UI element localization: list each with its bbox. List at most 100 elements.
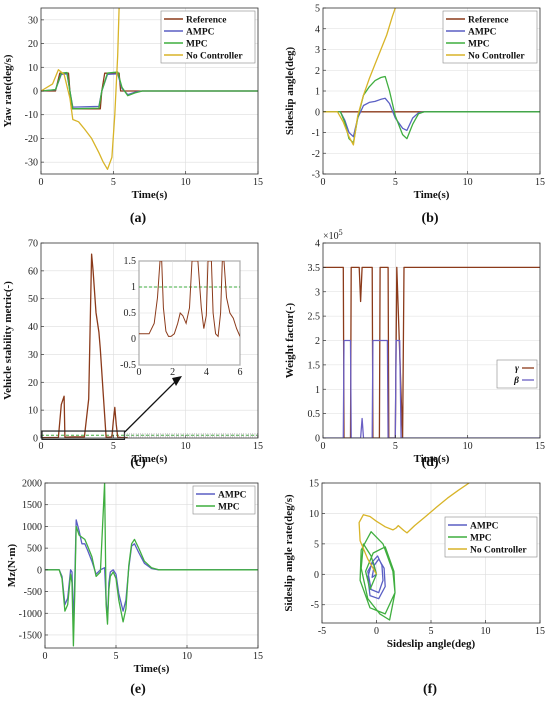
y-tick-label: -30 [25,158,38,169]
legend-label: No Controller [468,52,525,62]
legend-label: γ [515,364,519,374]
y-tick-label: 1 [315,385,320,396]
y-tick-label: -1500 [19,630,42,641]
inset-x-tick-label: 4 [204,367,209,378]
inset-y-tick-label: 1 [131,282,136,293]
y-tick-label: 2 [315,66,320,77]
legend-label: AMPC [186,28,215,38]
series-line-- [323,339,540,438]
x-axis-label: Time(s) [414,453,450,465]
y-tick-label: -2 [312,149,320,160]
panel-b: 0 5 10 15 -3 -2 -1 0 1 2 3 4 5 Time(s) Sideslip angle(… [284,4,545,227]
y-tick-label: 4 [315,239,320,250]
y-tick-label: 0 [33,434,38,445]
y-tick-label: 10 [309,509,319,520]
x-axis-label: Time(s) [414,189,450,201]
y-tick-label: 30 [28,350,38,361]
y-tick-label: 2000 [22,479,42,490]
y-tick-label: 3.5 [308,263,321,274]
y-tick-label: 0 [37,565,42,576]
legend-label: AMPC [470,522,499,532]
axis-multiplier-exponent: 5 [339,228,343,237]
zoom-arrow-line [124,378,179,433]
x-tick-label: 0 [39,441,44,452]
y-tick-label: 500 [27,544,42,555]
x-tick-label: 15 [535,441,545,452]
y-tick-label: 50 [28,294,38,305]
y-tick-label: -10 [25,110,38,121]
series-line-mpc [45,483,258,647]
legend-label: AMPC [468,28,497,38]
series-line-mpc [359,531,396,621]
legend-label: Reference [468,16,508,26]
y-axis-label: Vehicle stability metric(-) [2,281,14,400]
panel-caption: (c) [130,455,146,470]
inset-x-tick-label: 2 [170,367,175,378]
y-axis-label: Sideslip angle rate(deg/s) [283,494,295,612]
x-tick-label: 15 [535,177,545,188]
y-axis-label: Weight factor(-) [284,302,296,378]
x-tick-label: 10 [181,177,191,188]
x-tick-label: 0 [43,651,48,662]
y-axis-label: Yaw rate(deg/s) [2,54,14,127]
series-line-mpc [323,75,540,144]
y-tick-label: -500 [24,587,42,598]
y-tick-label: -3 [312,170,320,181]
panel-d: 0 5 10 15 0 0.5 1 1.5 2 2.5 3 3.5 4×105 Time(s) Weight… [284,228,545,470]
series-line-reference [41,72,258,110]
x-tick-label: 15 [535,626,545,637]
y-axis-label: Sideslip angle(deg) [284,47,296,136]
y-tick-label: 2.5 [308,312,321,323]
x-tick-label: 5 [393,441,398,452]
zoom-arrow-head [172,376,182,386]
panel-caption: (f) [423,682,437,697]
legend-label: MPC [186,40,208,50]
y-tick-label: 30 [28,15,38,26]
axes-frame [44,482,259,649]
x-tick-label: 0 [374,626,379,637]
series-line-no-controller [41,8,120,170]
y-tick-label: 20 [28,378,38,389]
x-tick-label: 15 [253,651,263,662]
panel-a: 0 5 10 15 -30 -20 -10 0 10 20 30 Time(s) Yaw rate(de… [2,7,263,226]
x-tick-label: 10 [481,626,491,637]
y-tick-label: 10 [28,406,38,417]
y-tick-label: 1500 [22,500,42,511]
legend: AMPC MPC [192,485,256,515]
inset-y-tick-label: 1.5 [124,256,137,267]
y-tick-label: 20 [28,39,38,50]
inset-x-tick-label: 6 [238,367,243,378]
y-tick-label: 40 [28,322,38,333]
zoom-box [41,430,126,440]
inset-chart: 0 2 4 6-0.500.511.5 [120,256,242,378]
x-tick-label: 0 [39,177,44,188]
x-axis-label: Sideslip angle(deg) [387,638,476,650]
x-tick-label: 10 [181,441,191,452]
series-line-mpc [41,71,258,110]
x-axis-label: Time(s) [132,453,168,465]
legend: Reference AMPC MPC No Controller [160,10,256,64]
y-tick-label: 70 [28,239,38,250]
y-tick-label: 3 [315,45,320,56]
x-tick-label: 5 [393,177,398,188]
y-tick-label: 5 [314,539,319,550]
legend-label: β [513,376,519,386]
y-tick-label: 1 [315,87,320,98]
y-tick-label: -20 [25,134,38,145]
legend-box [496,359,538,389]
x-tick-label: 5 [111,441,116,452]
x-tick-label: 5 [111,177,116,188]
y-tick-label: 15 [309,479,319,490]
y-tick-label: 60 [28,266,38,277]
inset-y-tick-label: 0 [131,334,136,345]
inset-y-tick-label: 0.5 [124,308,137,319]
panel-caption: (d) [421,455,438,470]
panel-caption: (e) [130,682,146,697]
series-line-value [41,253,128,438]
x-tick-label: 10 [463,177,473,188]
y-tick-label: 0 [314,570,319,581]
series-line-ampc [323,97,540,138]
